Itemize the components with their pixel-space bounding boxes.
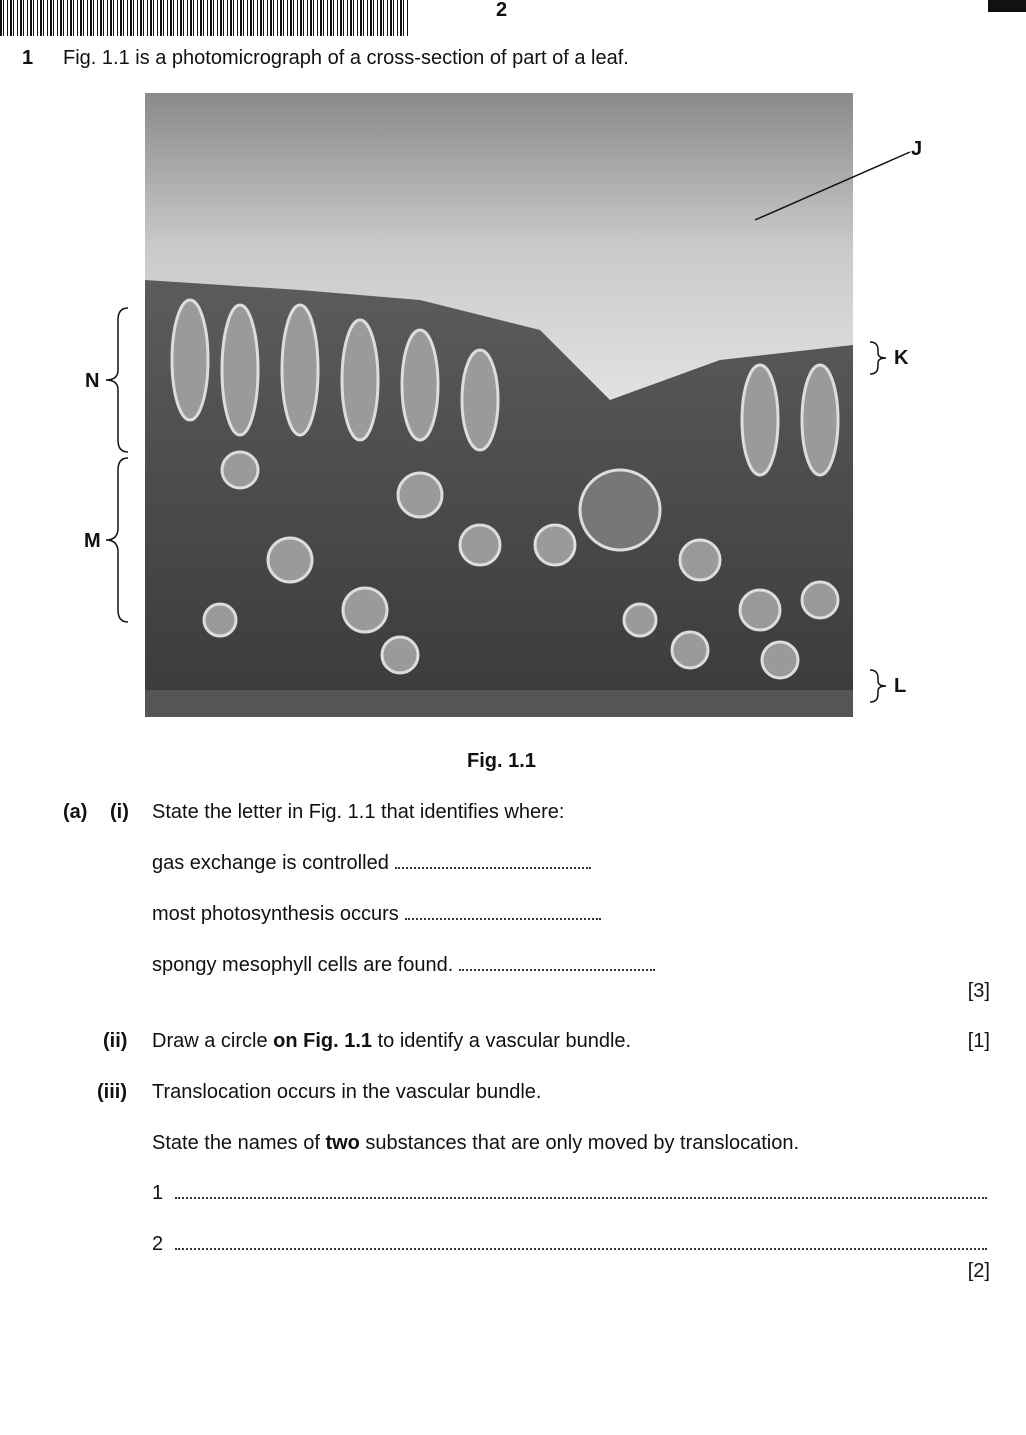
instruction: Draw a circle on Fig. 1.1 to identify a … (152, 1029, 631, 1053)
corner-mark (988, 0, 1026, 12)
sub-label: (iii) (97, 1081, 127, 1103)
marks: [2] (967, 1260, 990, 1282)
barcode (0, 0, 408, 36)
statement: Translocation occurs in the vascular bun… (152, 1081, 542, 1103)
emphasis: two (325, 1132, 360, 1154)
instruction: State the letter in Fig. 1.1 that identi… (152, 801, 565, 823)
part-label: (a) (63, 801, 88, 823)
label-m: M (84, 530, 101, 552)
marks: [3] (967, 980, 990, 1002)
emphasis: on Fig. 1.1 (273, 1030, 373, 1052)
item-text: most photosynthesis occurs (152, 903, 399, 925)
answer-line (175, 1181, 988, 1199)
item-text: spongy mesophyll cells are found. (152, 954, 454, 976)
answer-line (459, 953, 656, 971)
answer-line (404, 902, 601, 920)
answer-item: spongy mesophyll cells are found. (152, 953, 656, 977)
text: to identify a vascular bundle. (372, 1030, 632, 1052)
sub-label: (ii) (103, 1030, 128, 1052)
epidermis (145, 93, 853, 400)
lower-epidermis (145, 690, 853, 717)
label-n: N (85, 370, 100, 392)
label-k: K (894, 347, 909, 369)
figure (105, 93, 911, 717)
answer-item: gas exchange is controlled (152, 851, 591, 875)
cells (170, 298, 840, 680)
answer-item: most photosynthesis occurs (152, 902, 601, 926)
question-intro: Fig. 1.1 is a photomicrograph of a cross… (63, 47, 629, 69)
answer-line (175, 1232, 988, 1250)
label-lines (105, 151, 911, 703)
text: State the names of (152, 1132, 326, 1154)
label-l: L (894, 675, 907, 697)
answer-line (394, 851, 591, 869)
sub-label: (i) (110, 801, 129, 823)
text: Draw a circle (152, 1030, 274, 1052)
figure-caption: Fig. 1.1 (467, 750, 536, 772)
answer-number: 2 (152, 1233, 164, 1255)
item-text: gas exchange is controlled (152, 852, 389, 874)
answer-item: 2 (152, 1232, 988, 1256)
answer-item: 1 (152, 1181, 988, 1205)
page-number: 2 (496, 0, 508, 21)
marks: [1] (967, 1030, 990, 1052)
answer-number: 1 (152, 1182, 164, 1204)
label-j: J (911, 138, 923, 160)
instruction: State the names of two substances that a… (152, 1131, 799, 1155)
question-number: 1 (22, 47, 34, 69)
text: substances that are only moved by transl… (359, 1132, 800, 1154)
